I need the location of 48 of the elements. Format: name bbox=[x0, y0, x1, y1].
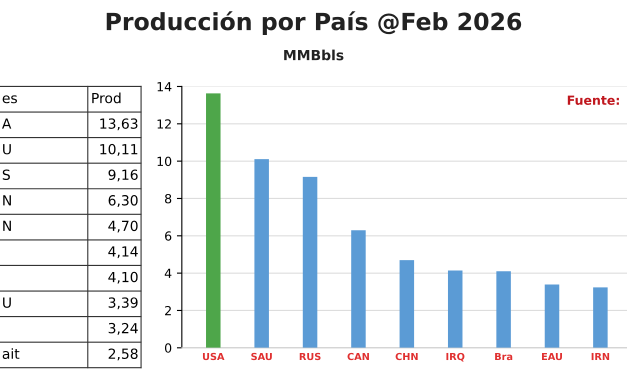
x-tick-label: USA bbox=[202, 352, 224, 360]
bar bbox=[254, 159, 269, 348]
y-tick-label: 2 bbox=[165, 306, 171, 316]
chart-title: Producción por País @Feb 2026 bbox=[106, 11, 522, 35]
y-tick-label: 14 bbox=[158, 82, 172, 92]
bar bbox=[544, 284, 560, 348]
text: 2,58 bbox=[108, 348, 138, 360]
text: Prod bbox=[92, 92, 120, 104]
text: S bbox=[2, 169, 10, 180]
x-tick-label: Bra bbox=[495, 352, 512, 360]
y-tick-label: 6 bbox=[165, 231, 172, 241]
x-tick-label: SAU bbox=[251, 352, 272, 360]
text: 13,63 bbox=[100, 118, 138, 130]
text: A bbox=[2, 118, 12, 129]
text: 9,16 bbox=[108, 169, 138, 182]
text: 3,39 bbox=[108, 297, 138, 310]
text: ait bbox=[2, 348, 20, 359]
chart-subtitle: MMBbls bbox=[284, 50, 344, 60]
text: N bbox=[3, 195, 11, 206]
y-tick-label: 10 bbox=[158, 156, 172, 166]
y-tick-label: 0 bbox=[164, 343, 172, 353]
text: U bbox=[3, 144, 11, 154]
bar bbox=[206, 93, 221, 348]
text: 4,10 bbox=[108, 272, 138, 284]
x-tick-label: CHN bbox=[396, 352, 418, 360]
annotation: Fuente: bbox=[568, 96, 619, 105]
bar bbox=[351, 230, 366, 348]
x-tick-label: RUS bbox=[300, 352, 321, 360]
text: 6,30 bbox=[108, 195, 138, 207]
y-tick-label: 8 bbox=[165, 194, 172, 204]
bar bbox=[496, 271, 511, 348]
bar bbox=[400, 260, 414, 348]
x-tick-label: IRQ bbox=[446, 352, 464, 362]
y-tick-label: 12 bbox=[158, 119, 171, 129]
text: 4,70 bbox=[108, 220, 138, 233]
bar bbox=[302, 176, 318, 348]
text: es bbox=[2, 95, 17, 104]
x-tick-label: IRN bbox=[592, 352, 610, 360]
x-tick-label: CAN bbox=[348, 352, 369, 360]
bar bbox=[448, 270, 462, 348]
text: 4,14 bbox=[108, 246, 138, 258]
text: 10,11 bbox=[100, 144, 138, 156]
bar bbox=[593, 287, 608, 348]
x-tick-label: EAU bbox=[542, 352, 562, 360]
text: U bbox=[3, 298, 11, 308]
text: 3,24 bbox=[108, 322, 138, 335]
text: N bbox=[3, 220, 11, 231]
y-tick-label: 4 bbox=[164, 268, 172, 278]
